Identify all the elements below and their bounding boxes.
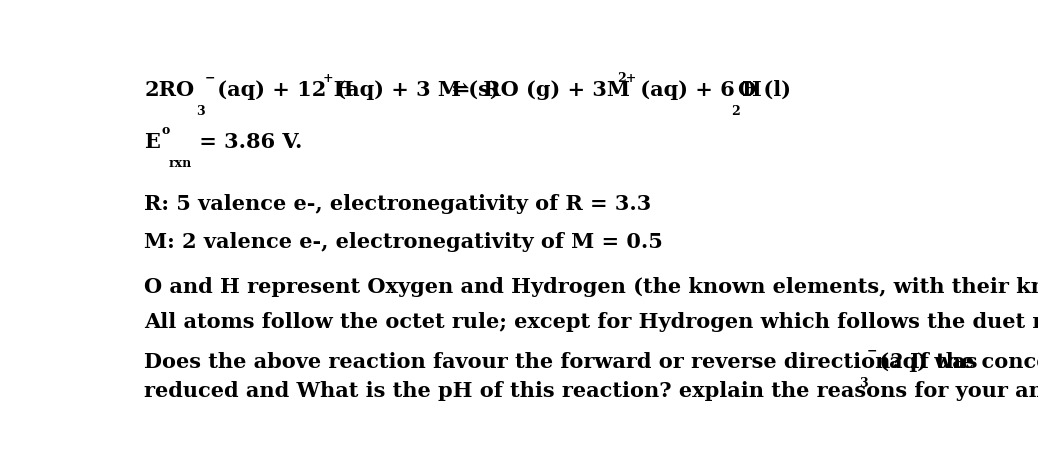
Text: 3: 3 [859,378,868,390]
Text: 2RO: 2RO [144,80,194,99]
Text: O (l): O (l) [738,80,791,99]
Text: RO (g) + 3M: RO (g) + 3M [475,80,630,99]
Text: (aq) was: (aq) was [872,352,978,372]
Text: (aq) + 6 H: (aq) + 6 H [632,80,762,99]
Text: R: 5 valence e-, electronegativity of R = 3.3: R: 5 valence e-, electronegativity of R … [144,194,652,214]
Text: Does the above reaction favour the forward or reverse direction? If the concentr: Does the above reaction favour the forwa… [144,352,1038,372]
Text: reduced and What is the pH of this reaction? explain the reasons for your answer: reduced and What is the pH of this react… [144,381,1038,401]
Text: 2: 2 [732,105,740,117]
Text: rxn: rxn [168,157,192,170]
Text: M: 2 valence e-, electronegativity of M = 0.5: M: 2 valence e-, electronegativity of M … [144,232,663,252]
Text: 3: 3 [196,105,204,117]
Text: (aq) + 12 H: (aq) + 12 H [210,80,354,99]
Text: ⇌: ⇌ [452,80,469,99]
Text: All atoms follow the octet rule; except for Hydrogen which follows the duet rule: All atoms follow the octet rule; except … [144,312,1038,332]
Text: −: − [204,72,215,85]
Text: E: E [144,131,160,152]
Text: 2+: 2+ [618,72,636,85]
Text: o: o [161,124,169,137]
Text: (aq) + 3 M (s): (aq) + 3 M (s) [329,80,500,99]
Text: −: − [867,344,877,357]
Text: = 3.86 V.: = 3.86 V. [192,131,303,152]
Text: +: + [323,72,333,85]
Text: O and H represent Oxygen and Hydrogen (the known elements, with their known prop: O and H represent Oxygen and Hydrogen (t… [144,277,1038,297]
